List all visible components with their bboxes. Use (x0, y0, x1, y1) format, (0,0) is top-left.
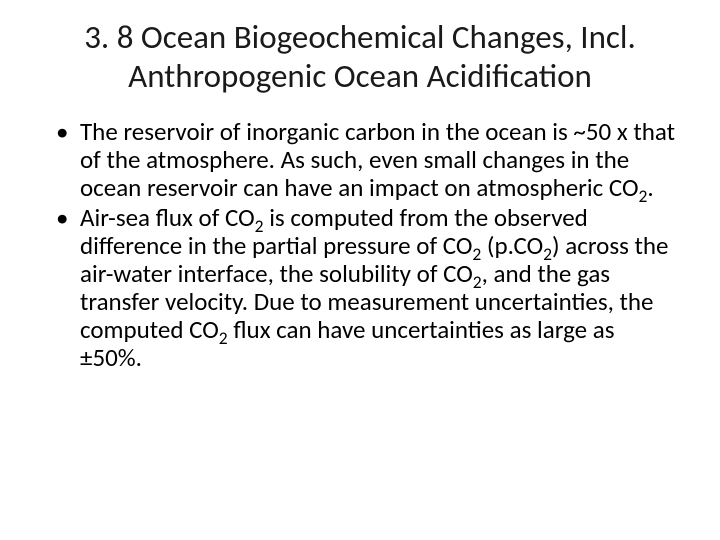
bullet-text: . (647, 172, 653, 203)
list-item: The reservoir of inorganic carbon in the… (52, 118, 680, 202)
subscript: 2 (472, 243, 481, 265)
bullet-list: The reservoir of inorganic carbon in the… (52, 118, 680, 372)
slide-title: 3. 8 Ocean Biogeochemical Changes, Incl.… (50, 18, 670, 96)
slide: 3. 8 Ocean Biogeochemical Changes, Incl.… (0, 0, 720, 540)
bullet-text: Air-sea flux of CO (80, 202, 255, 233)
list-item: Air-sea flux of CO2 is computed from the… (52, 204, 680, 372)
slide-body: The reservoir of inorganic carbon in the… (40, 118, 680, 372)
bullet-text: (p.CO (481, 230, 543, 261)
bullet-text: The reservoir of inorganic carbon in the… (80, 116, 675, 203)
subscript: 2 (219, 327, 228, 349)
